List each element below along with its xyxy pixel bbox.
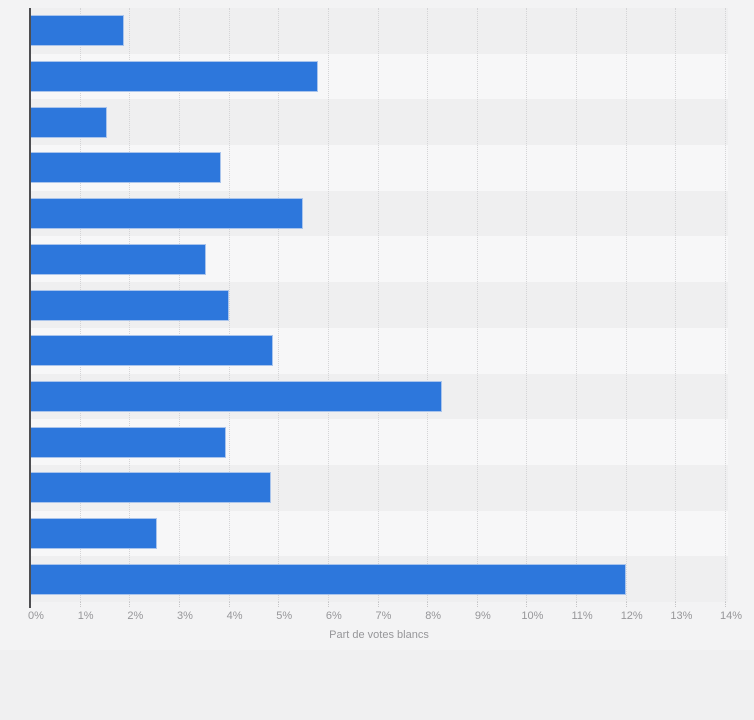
x-axis-tick <box>427 602 429 607</box>
bar-chart: 0% 1% 2% 3% 4% 5% 6% 7% 8% 9% 10% 11% 12% 13% 14% Part… <box>28 8 743 641</box>
bar[interactable] <box>30 426 227 458</box>
x-axis-tick-label: 7% <box>375 610 392 622</box>
x-axis-tick <box>725 602 726 607</box>
bar[interactable] <box>30 61 318 93</box>
x-axis-tick-label: 0% <box>28 610 44 622</box>
x-axis-tick-label: 3% <box>176 610 193 622</box>
bar[interactable] <box>30 289 229 321</box>
gridline <box>228 8 230 602</box>
plot-area <box>30 8 728 602</box>
gridline <box>576 8 578 602</box>
y-axis-line <box>29 8 31 608</box>
x-axis-tick-label: 2% <box>127 610 144 622</box>
x-axis-tick-label: 8% <box>425 610 442 622</box>
x-axis-tick <box>625 602 627 607</box>
bar[interactable] <box>30 517 157 549</box>
gridline <box>327 8 329 602</box>
x-axis-tick <box>228 602 230 607</box>
bar[interactable] <box>30 243 207 275</box>
x-axis-tick-label: 1% <box>77 610 94 622</box>
x-axis-tick <box>675 602 677 607</box>
bar[interactable] <box>30 335 274 367</box>
bar[interactable] <box>30 152 222 184</box>
gridline <box>625 8 627 602</box>
x-axis-tick-label: 14% <box>719 610 743 622</box>
x-axis-tick <box>327 602 329 607</box>
x-axis-tick-label: 5% <box>276 610 293 622</box>
bar[interactable] <box>30 380 443 412</box>
x-axis-title: Part de votes blancs <box>329 629 429 641</box>
x-axis-tick-label: 4% <box>226 610 243 622</box>
x-axis-tick-label: 11% <box>571 610 593 622</box>
gridline <box>476 8 478 602</box>
x-axis-tick <box>79 602 81 607</box>
x-axis-tick <box>278 602 280 607</box>
x-axis-tick-label: 10% <box>521 610 544 622</box>
x-axis-tick <box>178 602 180 607</box>
row-stripe <box>30 99 728 146</box>
x-axis-tick <box>576 602 578 607</box>
footer-area <box>0 650 754 720</box>
gridline <box>427 8 429 602</box>
gridline <box>526 8 528 602</box>
bar[interactable] <box>30 198 304 230</box>
bar[interactable] <box>30 563 626 595</box>
x-axis-tick-label: 12% <box>620 610 643 622</box>
x-axis-tick <box>377 602 379 607</box>
x-axis-tick <box>526 602 528 607</box>
gridline <box>278 8 280 602</box>
x-axis-tick-label: 13% <box>670 610 693 622</box>
row-stripe <box>30 8 728 54</box>
gridline <box>725 8 726 602</box>
bar[interactable] <box>30 15 125 47</box>
x-axis-tick <box>476 602 478 607</box>
x-axis-tick-label: 6% <box>325 610 342 622</box>
bar[interactable] <box>30 472 271 504</box>
x-axis-tick-label: 9% <box>474 610 491 622</box>
bar[interactable] <box>30 106 107 138</box>
gridline <box>377 8 379 602</box>
gridline <box>675 8 677 602</box>
x-axis-tick <box>129 602 131 607</box>
